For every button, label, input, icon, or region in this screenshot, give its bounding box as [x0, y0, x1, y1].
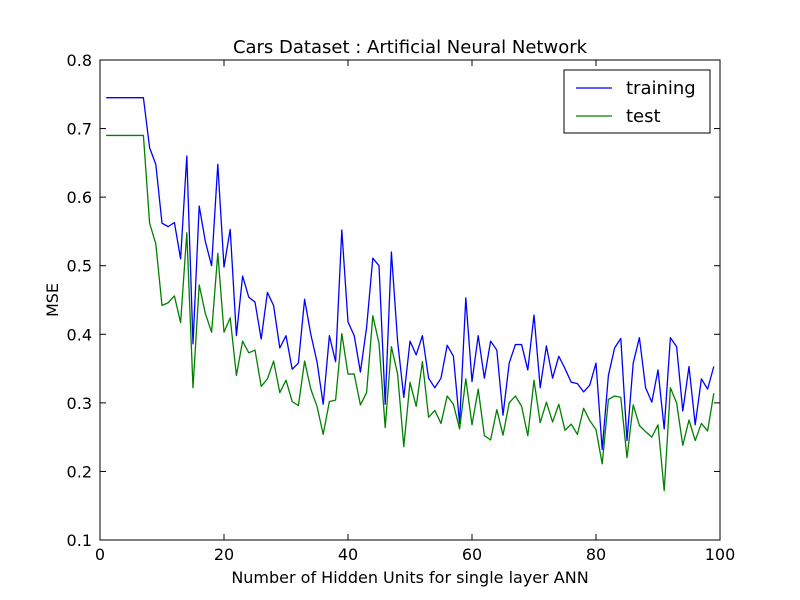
y-tick-label: 0.3	[67, 394, 92, 413]
x-axis-label: Number of Hidden Units for single layer …	[231, 568, 588, 587]
x-tick-label: 100	[705, 545, 736, 564]
x-tick-label: 60	[462, 545, 482, 564]
legend-label-test: test	[626, 106, 661, 127]
y-tick-label: 0.8	[67, 51, 92, 70]
legend: training test	[563, 69, 711, 134]
x-tick-label: 80	[586, 545, 606, 564]
ticks-layer: 0 20 40 60 80 100 0.1 0.2 0.3 0.4 0.5 0.6 0.7 0.8	[67, 51, 736, 564]
y-tick-label: 0.1	[67, 531, 92, 550]
plot-frame	[99, 59, 721, 541]
plot-area	[100, 60, 720, 540]
legend-label-training: training	[626, 78, 696, 99]
legend-box	[563, 69, 711, 134]
y-tick-label: 0.7	[67, 120, 92, 139]
y-tick-label: 0.5	[67, 257, 92, 276]
x-tick-label: 0	[95, 545, 105, 564]
y-axis-label: MSE	[43, 283, 62, 317]
series-line-training	[106, 97, 715, 451]
y-tick-label: 0.2	[67, 462, 92, 481]
series-layer	[106, 97, 715, 492]
series-line-test	[106, 134, 715, 492]
y-tick-label: 0.6	[67, 188, 92, 207]
x-tick-label: 40	[338, 545, 358, 564]
chart-title: Cars Dataset : Artificial Neural Network	[233, 37, 588, 58]
y-tick-label: 0.4	[67, 325, 92, 344]
x-tick-label: 20	[214, 545, 234, 564]
